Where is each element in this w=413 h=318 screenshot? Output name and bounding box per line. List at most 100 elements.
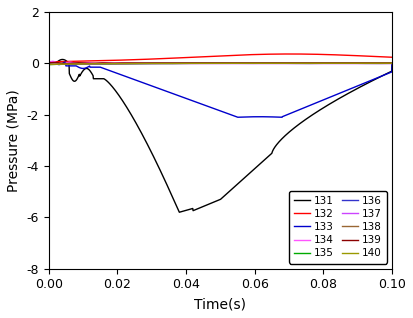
139 <box>64 62 69 66</box>
133 <box>321 98 326 102</box>
136 <box>282 61 287 65</box>
132 <box>185 56 190 59</box>
138 <box>320 61 325 65</box>
139 <box>82 61 87 65</box>
137 <box>282 62 287 66</box>
134 <box>186 61 191 65</box>
140 <box>185 61 190 65</box>
137 <box>185 62 190 66</box>
133 <box>389 61 394 65</box>
140 <box>81 62 86 66</box>
137 <box>389 62 394 66</box>
135 <box>185 61 190 65</box>
136 <box>46 61 51 65</box>
134 <box>389 61 394 65</box>
131 <box>198 206 203 210</box>
131 <box>186 208 191 212</box>
134 <box>59 62 64 66</box>
139 <box>321 61 326 65</box>
138 <box>81 62 86 66</box>
139 <box>198 61 203 65</box>
134 <box>50 59 55 63</box>
140 <box>314 61 319 65</box>
139 <box>315 61 320 65</box>
Line: 140: 140 <box>49 63 392 64</box>
138 <box>46 63 51 66</box>
Line: 135: 135 <box>49 63 392 65</box>
140 <box>197 61 202 65</box>
135 <box>314 61 319 65</box>
135 <box>282 61 287 65</box>
140 <box>46 62 51 66</box>
136 <box>314 61 319 65</box>
133 <box>280 115 285 119</box>
Line: 133: 133 <box>49 62 392 117</box>
131 <box>321 106 326 110</box>
133 <box>82 66 87 70</box>
136 <box>82 62 87 66</box>
137 <box>314 62 319 66</box>
136 <box>198 61 203 65</box>
Legend: 131, 132, 133, 134, 135, 136, 137, 138, 139, 140: 131, 132, 133, 134, 135, 136, 137, 138, … <box>289 191 387 264</box>
139 <box>46 61 51 65</box>
133 <box>185 97 190 101</box>
135 <box>197 61 202 65</box>
132 <box>46 60 51 64</box>
139 <box>52 60 57 64</box>
134 <box>321 61 326 65</box>
134 <box>198 61 203 65</box>
134 <box>283 61 288 65</box>
136 <box>74 62 79 66</box>
131 <box>389 61 394 65</box>
133 <box>50 60 55 64</box>
133 <box>46 61 51 65</box>
138 <box>197 61 202 65</box>
Line: 131: 131 <box>49 59 392 212</box>
137 <box>59 62 64 66</box>
131 <box>82 68 87 72</box>
140 <box>282 61 287 65</box>
131 <box>283 134 288 137</box>
131 <box>177 210 182 214</box>
Y-axis label: Pressure (MPa): Pressure (MPa) <box>7 89 21 192</box>
138 <box>282 61 287 65</box>
136 <box>185 61 190 65</box>
134 <box>82 61 87 65</box>
139 <box>186 61 191 65</box>
137 <box>320 62 325 66</box>
135 <box>46 63 51 66</box>
135 <box>81 62 86 66</box>
X-axis label: Time(s): Time(s) <box>195 297 247 311</box>
140 <box>389 61 394 65</box>
Line: 132: 132 <box>49 54 392 62</box>
131 <box>46 61 51 65</box>
137 <box>198 62 203 66</box>
135 <box>320 61 325 65</box>
Line: 137: 137 <box>49 63 392 64</box>
138 <box>314 61 319 65</box>
132 <box>282 52 287 56</box>
138 <box>389 61 394 65</box>
133 <box>315 100 320 104</box>
137 <box>82 62 87 66</box>
131 <box>315 110 320 114</box>
132 <box>288 52 293 56</box>
140 <box>320 61 325 65</box>
132 <box>389 55 394 59</box>
137 <box>46 61 51 65</box>
134 <box>46 61 51 65</box>
139 <box>283 61 288 65</box>
139 <box>389 61 394 65</box>
133 <box>283 114 288 117</box>
132 <box>81 59 86 63</box>
135 <box>389 61 394 65</box>
132 <box>314 52 319 56</box>
Line: 138: 138 <box>49 63 392 65</box>
Line: 136: 136 <box>49 63 392 64</box>
Line: 134: 134 <box>49 61 392 64</box>
133 <box>198 102 203 106</box>
134 <box>315 61 320 65</box>
131 <box>60 58 65 61</box>
Line: 139: 139 <box>49 62 392 64</box>
136 <box>320 61 325 65</box>
